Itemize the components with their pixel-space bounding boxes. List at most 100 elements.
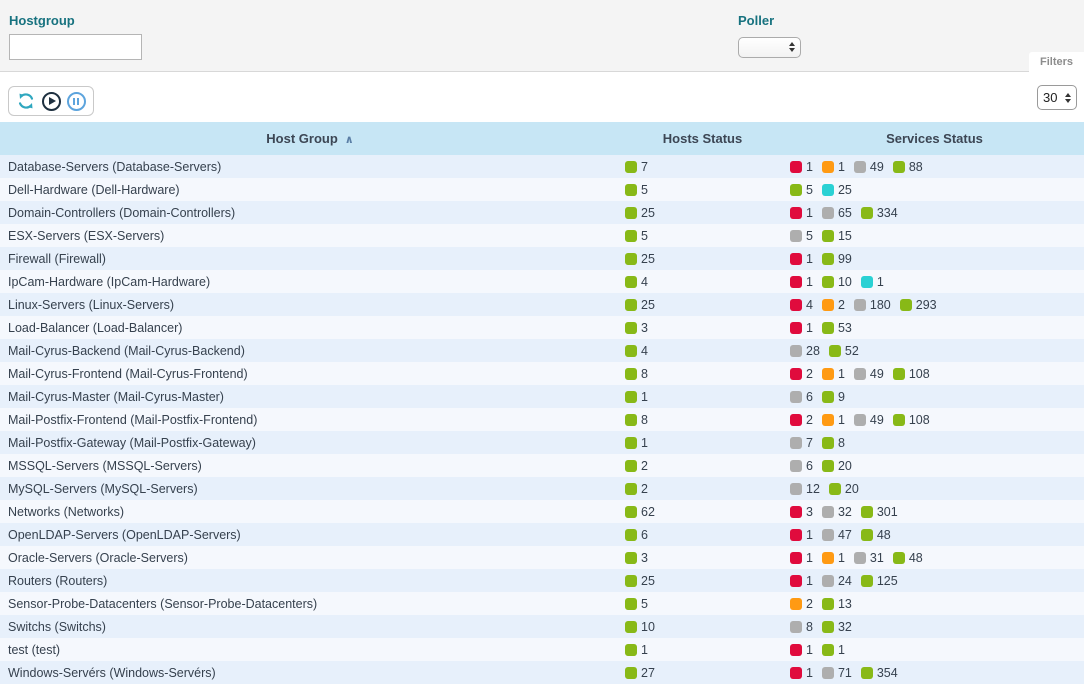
host-group-name[interactable]: Routers (Routers): [8, 573, 108, 588]
service-status-count: 49: [869, 412, 884, 427]
poller-select[interactable]: [738, 36, 801, 58]
host-status-badge: 10: [625, 620, 655, 634]
services-status-cell: 1 65 334: [785, 201, 1084, 224]
host-status-count: 5: [641, 228, 648, 243]
host-group-name[interactable]: test (test): [8, 642, 61, 657]
green-status-icon: [899, 298, 912, 311]
column-header-host-group[interactable]: Host Group ∧: [266, 131, 354, 146]
poller-filter: Poller: [738, 13, 801, 58]
service-status-count: 32: [837, 504, 852, 519]
service-status-count: 1: [837, 642, 845, 657]
services-status-cell: 5 15: [785, 224, 1084, 247]
service-status-count: 180: [869, 297, 891, 312]
host-status-badge: 5: [625, 183, 648, 197]
service-status-badge: 48: [860, 528, 891, 542]
service-status-badge: 2: [790, 597, 813, 611]
refresh-icon[interactable]: [16, 91, 36, 111]
host-status-count: 6: [641, 527, 648, 542]
host-group-name[interactable]: MSSQL-Servers (MSSQL-Servers): [8, 458, 202, 473]
green-status-icon: [625, 482, 637, 495]
gray-status-icon: [790, 344, 802, 357]
service-status-count: 28: [806, 343, 820, 358]
table-row: Oracle-Servers (Oracle-Servers) 3 1 1 31 48: [0, 546, 1084, 569]
gray-status-icon: [821, 206, 834, 219]
host-status-badge: 3: [625, 551, 648, 565]
host-status-count: 2: [641, 458, 648, 473]
service-status-count: 334: [876, 205, 898, 220]
host-group-name[interactable]: Windows-Servérs (Windows-Servérs): [8, 665, 216, 680]
gray-status-icon: [821, 528, 834, 541]
service-status-badge: 49: [853, 412, 884, 427]
service-status-badge: 1: [790, 528, 813, 542]
green-status-icon: [625, 666, 637, 679]
host-group-name[interactable]: Dell-Hardware (Dell-Hardware): [8, 182, 180, 197]
pause-icon[interactable]: [66, 91, 86, 111]
service-status-badge: 8: [821, 436, 845, 450]
hostgroup-label: Hostgroup: [9, 13, 75, 28]
service-status-badge: 1: [790, 160, 813, 174]
service-status-badge: 1: [790, 551, 813, 565]
hosts-status-cell: 25: [620, 247, 785, 270]
service-status-badge: 293: [899, 298, 937, 312]
hosts-status-cell: 8: [620, 362, 785, 385]
host-group-name[interactable]: Mail-Postfix-Frontend (Mail-Postfix-Fron…: [8, 412, 258, 427]
host-group-name[interactable]: Database-Servers (Database-Servers): [8, 159, 222, 174]
filters-tab[interactable]: Filters: [1028, 52, 1084, 72]
column-header-hosts-status[interactable]: Hosts Status: [662, 131, 743, 146]
host-group-name[interactable]: Linux-Servers (Linux-Servers): [8, 297, 175, 312]
service-status-count: 2: [806, 366, 813, 381]
service-status-count: 7: [806, 435, 813, 450]
host-group-name[interactable]: Mail-Cyrus-Frontend (Mail-Cyrus-Frontend…: [8, 366, 248, 381]
column-header-services-status[interactable]: Services Status: [886, 131, 983, 146]
service-status-badge: 15: [821, 229, 852, 243]
host-group-name[interactable]: Mail-Cyrus-Backend (Mail-Cyrus-Backend): [8, 343, 245, 358]
host-group-name[interactable]: Load-Balancer (Load-Balancer): [8, 320, 183, 335]
services-status-cell: 1 1 49 88: [785, 155, 1084, 178]
page-size-select[interactable]: 30: [1037, 85, 1077, 110]
toolbar: 30: [0, 72, 1084, 122]
host-group-name[interactable]: Networks (Networks): [8, 504, 124, 519]
host-group-name[interactable]: ESX-Servers (ESX-Servers): [8, 228, 165, 243]
hosts-status-cell: 2: [620, 454, 785, 477]
service-status-badge: 2: [821, 298, 845, 312]
host-status-badge: 25: [625, 252, 655, 266]
service-status-badge: 6: [790, 459, 813, 473]
service-status-count: 1: [806, 550, 813, 565]
green-status-icon: [790, 183, 802, 196]
green-status-icon: [821, 597, 834, 610]
red-status-icon: [790, 528, 802, 541]
hosts-status-cell: 7: [620, 155, 785, 178]
host-status-badge: 7: [625, 160, 648, 174]
play-icon[interactable]: [41, 91, 61, 111]
host-group-name[interactable]: Firewall (Firewall): [8, 251, 106, 266]
table-row: Sensor-Probe-Datacenters (Sensor-Probe-D…: [0, 592, 1084, 615]
host-status-count: 1: [641, 435, 648, 450]
host-group-name[interactable]: MySQL-Servers (MySQL-Servers): [8, 481, 198, 496]
hosts-status-cell: 62: [620, 500, 785, 523]
gray-status-icon: [853, 298, 866, 311]
host-group-name[interactable]: IpCam-Hardware (IpCam-Hardware): [8, 274, 211, 289]
green-status-icon: [625, 183, 637, 196]
host-group-name[interactable]: Domain-Controllers (Domain-Controllers): [8, 205, 236, 220]
host-status-count: 10: [641, 619, 655, 634]
host-status-badge: 2: [625, 482, 648, 496]
gray-status-icon: [790, 482, 802, 495]
service-status-badge: 1: [821, 551, 845, 565]
host-group-name[interactable]: Switchs (Switchs): [8, 619, 106, 634]
hostgroup-input[interactable]: [9, 34, 142, 60]
host-group-name[interactable]: Oracle-Servers (Oracle-Servers): [8, 550, 188, 565]
host-group-name[interactable]: Mail-Postfix-Gateway (Mail-Postfix-Gatew…: [8, 435, 256, 450]
host-group-name[interactable]: Mail-Cyrus-Master (Mail-Cyrus-Master): [8, 389, 224, 404]
green-status-icon: [860, 206, 873, 219]
service-status-count: 1: [806, 665, 813, 680]
green-status-icon: [821, 620, 834, 633]
service-status-count: 13: [837, 596, 852, 611]
green-status-icon: [821, 459, 834, 472]
gray-status-icon: [821, 574, 834, 587]
sort-asc-icon: ∧: [344, 134, 354, 146]
host-group-name[interactable]: Sensor-Probe-Datacenters (Sensor-Probe-D…: [8, 596, 318, 611]
host-group-name[interactable]: OpenLDAP-Servers (OpenLDAP-Servers): [8, 527, 241, 542]
services-status-cell: 1 24 125: [785, 569, 1084, 592]
services-status-cell: 1 99: [785, 247, 1084, 270]
host-status-badge: 4: [625, 275, 648, 289]
